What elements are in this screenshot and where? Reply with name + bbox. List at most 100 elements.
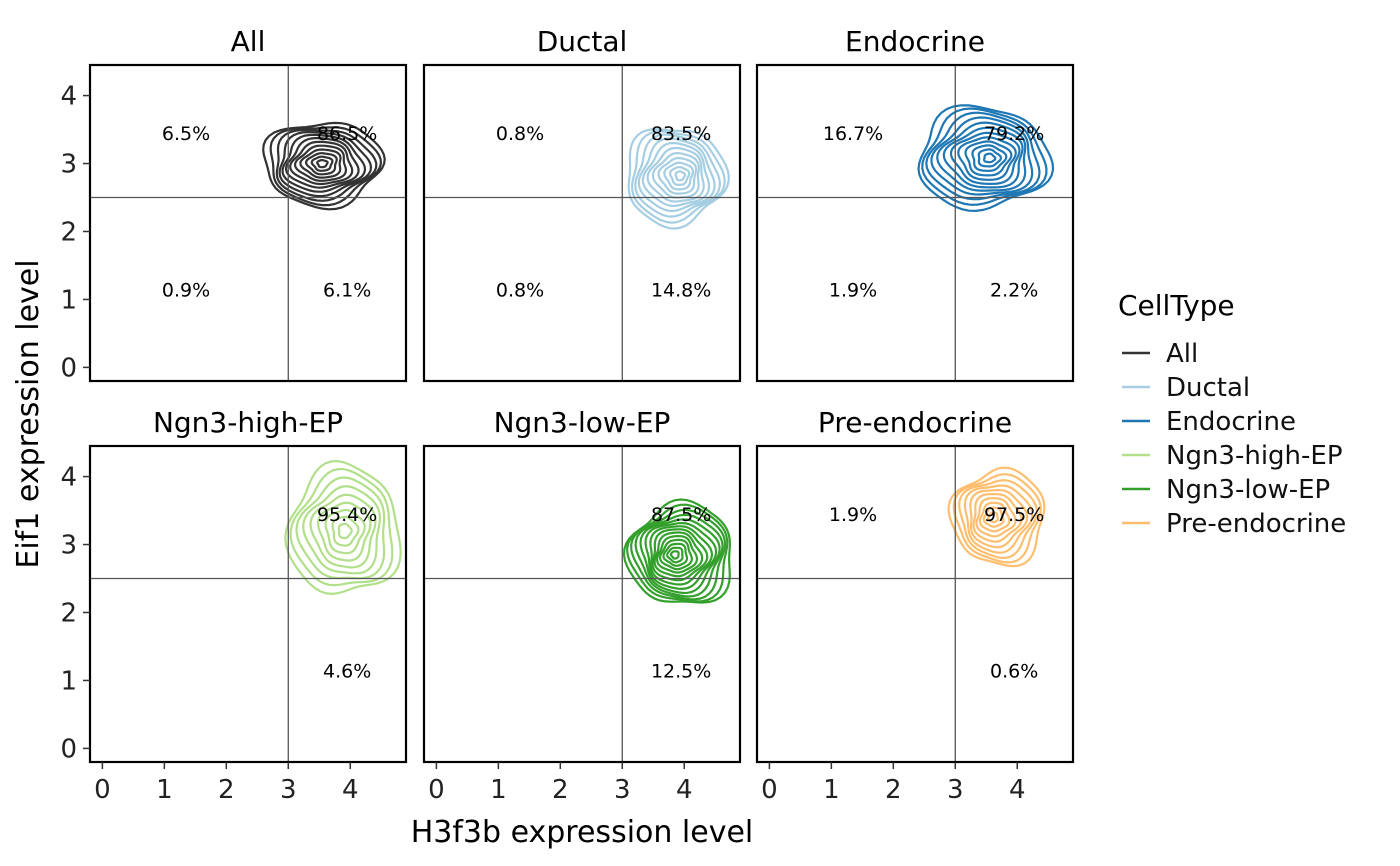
panel-title-pre-endocrine: Pre-endocrine	[818, 406, 1012, 439]
contour-line	[972, 493, 1023, 543]
x-tick-label: 2	[218, 775, 235, 805]
panel-title-ngn3-high-ep: Ngn3-high-EP	[153, 406, 343, 439]
x-tick-label: 4	[1009, 775, 1026, 805]
contour-line	[668, 166, 691, 187]
contour-line	[957, 136, 1017, 181]
contour-line	[625, 503, 729, 603]
legend-label: All	[1166, 339, 1198, 369]
contour-line	[947, 466, 1046, 568]
contour-line	[293, 144, 347, 182]
legend-label: Pre-endocrine	[1166, 509, 1346, 539]
contour-line	[930, 116, 1034, 196]
contour-line	[982, 506, 1005, 528]
contour-line	[651, 528, 709, 582]
y-axis-title: Eif1 expression level	[11, 259, 46, 568]
contour-line	[309, 493, 377, 569]
contour-line	[666, 546, 684, 564]
contour-line	[964, 140, 1013, 177]
x-tick-label: 3	[614, 775, 631, 805]
contour-group-ngn3-high-ep	[284, 459, 402, 596]
contour-group-all	[262, 121, 386, 211]
panel-border	[422, 63, 742, 383]
contour-line	[302, 485, 382, 575]
quadrant-label-upper-right: 86.5%	[317, 123, 377, 145]
contour-line	[324, 508, 366, 555]
x-tick-label: 1	[490, 775, 507, 805]
contour-line	[627, 128, 730, 230]
quadrant-label-upper-right: 83.5%	[651, 123, 711, 145]
contour-line	[978, 501, 1011, 533]
quadrant-label-upper-left: 6.5%	[162, 123, 210, 145]
contour-line	[975, 497, 1017, 538]
contour-group-endocrine	[917, 104, 1055, 213]
contour-line	[630, 508, 727, 601]
contour-group-ductal	[627, 128, 730, 230]
contour-line	[958, 479, 1039, 560]
panel-border	[88, 444, 408, 764]
contour-line	[663, 161, 695, 191]
contour-line	[316, 501, 372, 562]
y-tick-label: 3	[60, 531, 77, 561]
quadrant-label-upper-right: 79.2%	[984, 123, 1044, 145]
x-tick-label: 1	[156, 775, 173, 805]
contour-line	[653, 531, 704, 578]
quadrant-label-lower-right: 12.5%	[651, 660, 711, 682]
contour-line	[630, 130, 726, 224]
contour-line	[278, 130, 373, 198]
contour-line	[657, 156, 698, 195]
contour-line	[921, 107, 1048, 206]
contour-line	[269, 126, 383, 207]
y-tick-label: 3	[60, 150, 77, 180]
contour-line	[316, 159, 329, 169]
y-tick-label: 4	[60, 82, 77, 112]
x-tick-label: 2	[552, 775, 569, 805]
quadrant-label-lower-right: 4.6%	[323, 660, 371, 682]
x-tick-label: 4	[342, 775, 359, 805]
y-tick-label: 2	[60, 217, 77, 247]
quadrant-label-lower-right: 2.2%	[990, 279, 1038, 301]
contour-line	[634, 133, 722, 218]
quadrant-label-lower-right: 0.6%	[990, 660, 1038, 682]
contour-line	[299, 148, 342, 179]
quadrant-label-upper-left: 16.7%	[823, 123, 883, 145]
contour-line	[284, 137, 360, 189]
quadrant-label-lower-right: 6.1%	[323, 279, 371, 301]
quadrant-label-lower-left: 0.9%	[162, 279, 210, 301]
contour-line	[949, 131, 1021, 186]
contour-line	[284, 459, 402, 596]
y-tick-label: 0	[60, 734, 77, 764]
contour-line	[337, 522, 353, 540]
panel-border	[88, 63, 408, 383]
contour-line	[281, 133, 367, 193]
quadrant-label-upper-right: 87.5%	[651, 504, 711, 526]
panel-title-endocrine: Endocrine	[845, 25, 985, 58]
legend-label: Ngn3-low-EP	[1166, 475, 1330, 505]
contour-line	[662, 542, 689, 567]
quadrant-label-lower-left: 1.9%	[829, 279, 877, 301]
quadrant-label-upper-left: 0.8%	[496, 123, 544, 145]
panel-title-all: All	[231, 25, 266, 58]
panel-border	[755, 444, 1075, 764]
contour-line	[289, 467, 394, 587]
contour-line	[669, 550, 680, 560]
contour-line	[637, 137, 716, 213]
panel-border	[422, 444, 742, 764]
contour-line	[969, 489, 1029, 549]
contour-line	[295, 476, 386, 580]
x-tick-label: 1	[823, 775, 840, 805]
quadrant-label-upper-right: 97.5%	[984, 504, 1044, 526]
y-tick-label: 2	[60, 598, 77, 628]
contour-line	[641, 141, 711, 208]
contour-line	[977, 148, 1003, 168]
x-tick-label: 0	[761, 775, 778, 805]
y-tick-label: 0	[60, 353, 77, 383]
contour-line	[674, 170, 687, 182]
y-tick-label: 4	[60, 463, 77, 493]
panel-border	[755, 63, 1075, 383]
contour-line	[936, 121, 1027, 192]
contour-line	[634, 513, 724, 598]
contour-line	[644, 521, 718, 591]
contour-line	[622, 498, 732, 604]
quadrant-label-lower-right: 14.8%	[651, 279, 711, 301]
